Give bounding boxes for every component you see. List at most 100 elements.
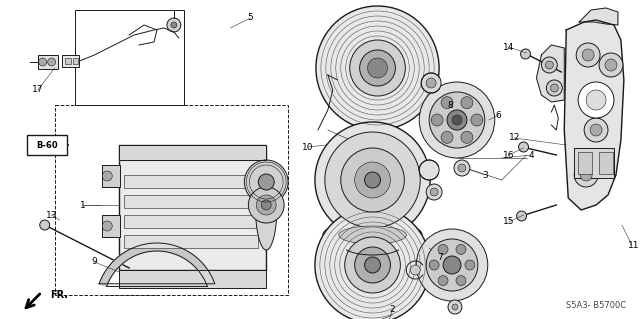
Circle shape — [345, 237, 401, 293]
Circle shape — [102, 171, 112, 181]
Text: 10: 10 — [302, 143, 314, 152]
Circle shape — [429, 92, 484, 148]
Bar — [61, 55, 79, 67]
Circle shape — [426, 78, 436, 88]
Bar — [102, 215, 120, 237]
Text: 1: 1 — [79, 201, 85, 210]
Circle shape — [419, 160, 439, 180]
Polygon shape — [579, 8, 618, 25]
Text: B-60: B-60 — [36, 140, 58, 150]
Circle shape — [365, 172, 381, 188]
Text: 7: 7 — [437, 254, 443, 263]
Circle shape — [443, 256, 461, 274]
Bar — [124, 215, 259, 228]
Bar — [38, 55, 58, 69]
Circle shape — [248, 187, 284, 223]
Bar — [119, 145, 266, 270]
Circle shape — [171, 22, 177, 28]
Bar — [54, 105, 288, 295]
Circle shape — [102, 221, 112, 231]
Circle shape — [355, 162, 390, 198]
Circle shape — [315, 207, 430, 319]
Circle shape — [430, 188, 438, 196]
Bar — [574, 148, 614, 178]
Circle shape — [349, 40, 405, 96]
Text: 11: 11 — [628, 241, 639, 249]
Bar — [124, 235, 259, 248]
Circle shape — [541, 57, 557, 73]
Circle shape — [431, 114, 443, 126]
Circle shape — [355, 247, 390, 283]
Circle shape — [578, 82, 614, 118]
Circle shape — [580, 169, 592, 181]
Circle shape — [410, 265, 420, 275]
Circle shape — [325, 132, 420, 228]
Circle shape — [599, 53, 623, 77]
Text: 4: 4 — [529, 151, 534, 160]
Circle shape — [586, 90, 606, 110]
Polygon shape — [536, 45, 564, 102]
Circle shape — [259, 174, 274, 190]
Circle shape — [452, 115, 462, 125]
Circle shape — [367, 58, 387, 78]
Polygon shape — [99, 243, 215, 286]
Circle shape — [438, 276, 448, 286]
Circle shape — [574, 163, 598, 187]
Circle shape — [518, 142, 529, 152]
Bar — [124, 175, 259, 188]
Text: S5A3- B5700C: S5A3- B5700C — [566, 300, 626, 309]
Circle shape — [461, 131, 473, 143]
Circle shape — [426, 184, 442, 200]
Circle shape — [576, 43, 600, 67]
Bar — [578, 152, 592, 174]
Polygon shape — [564, 20, 624, 210]
Circle shape — [167, 18, 181, 32]
Bar — [124, 195, 259, 208]
Polygon shape — [119, 145, 266, 160]
Circle shape — [545, 61, 554, 69]
Bar — [74, 10, 184, 105]
Circle shape — [456, 244, 466, 255]
Bar — [119, 270, 266, 288]
Circle shape — [550, 84, 558, 92]
Circle shape — [416, 229, 488, 301]
Circle shape — [316, 6, 439, 130]
Bar — [102, 165, 120, 187]
Circle shape — [438, 244, 448, 255]
Circle shape — [426, 239, 478, 291]
Text: 9: 9 — [92, 257, 97, 266]
Bar — [65, 58, 70, 64]
Text: 6: 6 — [496, 110, 502, 120]
Circle shape — [520, 49, 531, 59]
FancyBboxPatch shape — [27, 135, 67, 155]
Circle shape — [360, 50, 396, 86]
Circle shape — [456, 276, 466, 286]
Circle shape — [584, 118, 608, 142]
Circle shape — [454, 160, 470, 176]
Ellipse shape — [255, 160, 277, 250]
Circle shape — [261, 200, 271, 210]
Circle shape — [441, 97, 453, 109]
Circle shape — [421, 73, 441, 93]
Circle shape — [590, 124, 602, 136]
Circle shape — [605, 59, 617, 71]
Text: FR.: FR. — [50, 290, 68, 300]
Circle shape — [582, 49, 594, 61]
Circle shape — [516, 211, 527, 221]
Bar — [72, 58, 79, 64]
Circle shape — [39, 58, 47, 66]
Text: 8: 8 — [447, 100, 453, 109]
Text: 15: 15 — [503, 218, 515, 226]
Text: 14: 14 — [503, 42, 515, 51]
Circle shape — [471, 114, 483, 126]
Bar — [599, 152, 613, 174]
Circle shape — [365, 257, 381, 273]
Circle shape — [244, 160, 288, 204]
Ellipse shape — [323, 220, 422, 250]
Circle shape — [48, 58, 56, 66]
Text: 2: 2 — [390, 306, 396, 315]
Text: 5: 5 — [248, 13, 253, 23]
Circle shape — [547, 80, 563, 96]
Text: 12: 12 — [509, 133, 520, 143]
Circle shape — [40, 220, 50, 230]
